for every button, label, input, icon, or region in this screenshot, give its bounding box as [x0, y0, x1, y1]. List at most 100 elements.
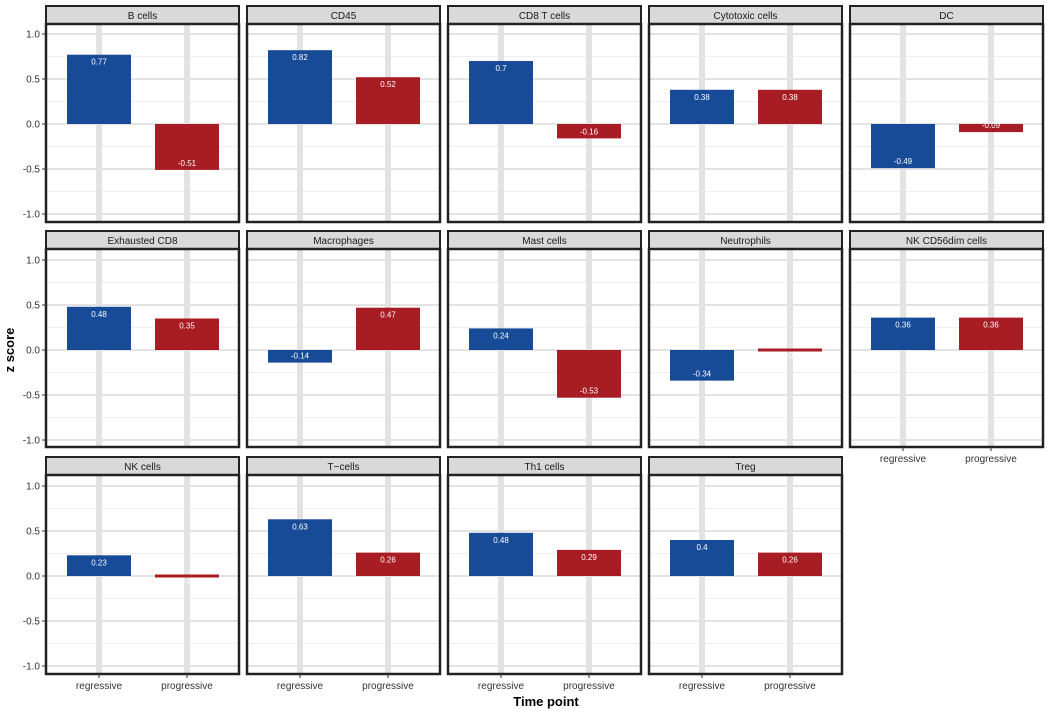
panel-border	[44, 473, 241, 676]
facet-title: B cells	[128, 11, 157, 22]
bar-regressive	[67, 555, 131, 576]
bar-progressive	[758, 552, 822, 576]
bar-value-label: -0.51	[178, 159, 197, 168]
x-tick-label: progressive	[563, 681, 615, 692]
x-axis-title: Time point	[513, 694, 579, 709]
x-tick-label: regressive	[880, 454, 927, 465]
bar-value-label: 0.26	[782, 556, 798, 565]
bar-value-label: 0.38	[694, 93, 710, 102]
bar-regressive	[871, 317, 935, 350]
bar-regressive	[67, 306, 131, 350]
bar-regressive	[670, 540, 734, 576]
panel-border	[44, 22, 241, 224]
facet-title: Treg	[735, 462, 755, 473]
y-tick-label: 1.0	[26, 482, 40, 493]
bar-progressive	[155, 124, 219, 170]
bar-regressive	[670, 89, 734, 124]
bar-value-label: 0.4	[696, 543, 708, 552]
bar-value-label: 0.52	[380, 80, 396, 89]
bar-progressive	[356, 77, 420, 124]
y-axis-title: z score	[2, 328, 17, 373]
y-tick-label: 0.5	[26, 527, 40, 538]
bar-progressive	[557, 549, 621, 576]
bar-value-label: -0.53	[580, 387, 599, 396]
bar-value-label: -0.34	[693, 370, 712, 379]
bar-progressive	[557, 124, 621, 139]
bar-value-label: 0.26	[380, 556, 396, 565]
bar-regressive	[469, 532, 533, 576]
facet-title: Th1 cells	[524, 462, 564, 473]
panel-border	[848, 22, 1045, 224]
bar-value-label: -0.14	[291, 352, 310, 361]
bar-regressive	[670, 350, 734, 381]
bar-progressive	[155, 318, 219, 350]
y-tick-label: -1.0	[23, 662, 41, 673]
facet-title: NK cells	[124, 462, 161, 473]
bar-value-label: 0.36	[895, 321, 911, 330]
bar-regressive	[268, 350, 332, 363]
x-tick-label: regressive	[277, 681, 324, 692]
facet-title: CD45	[331, 11, 357, 22]
panel-border	[647, 247, 844, 449]
facet-title: CD8 T cells	[519, 11, 570, 22]
panel-border	[446, 247, 643, 449]
bar-value-label: -0.16	[580, 127, 599, 136]
panel-border	[848, 247, 1045, 449]
panel-border	[647, 473, 844, 676]
bar-progressive	[758, 89, 822, 124]
facet-title: Exhausted CD8	[107, 236, 177, 247]
y-tick-label: 0.0	[26, 120, 40, 131]
bar-progressive	[356, 552, 420, 576]
bar-progressive	[959, 317, 1023, 350]
bar-value-label: 0.23	[91, 558, 107, 567]
x-tick-label: regressive	[478, 681, 525, 692]
bar-progressive	[758, 348, 822, 352]
panel-border	[245, 247, 442, 449]
x-tick-label: regressive	[679, 681, 726, 692]
panel-border	[647, 22, 844, 224]
bar-progressive	[155, 574, 219, 578]
panel-border	[446, 473, 643, 676]
y-tick-label: -0.5	[23, 165, 41, 176]
y-tick-label: 0.5	[26, 75, 40, 86]
bar-value-label: 0.82	[292, 53, 308, 62]
y-tick-label: -0.5	[23, 617, 41, 628]
facet-title: Neutrophils	[720, 236, 771, 247]
bar-value-label: 0.29	[581, 553, 597, 562]
bar-value-label: 0.77	[91, 58, 107, 67]
bar-value-label: 0.63	[292, 522, 308, 531]
bar-value-label: 0.38	[782, 93, 798, 102]
x-tick-label: progressive	[161, 681, 213, 692]
facet-title: T−cells	[328, 462, 360, 473]
panel-border	[245, 473, 442, 676]
y-tick-label: 1.0	[26, 256, 40, 267]
panel-border	[245, 22, 442, 224]
y-tick-label: 0.0	[26, 572, 40, 583]
bar-value-label: 0.35	[179, 322, 195, 331]
panel-border	[44, 247, 241, 449]
bar-value-label: 0.47	[380, 311, 396, 320]
bar-value-label: -0.09	[982, 121, 1001, 130]
facet-title: Macrophages	[313, 236, 374, 247]
bar-value-label: 0.24	[493, 331, 509, 340]
y-tick-label: -1.0	[23, 436, 41, 447]
bar-regressive	[871, 124, 935, 169]
bar-value-label: -0.49	[894, 157, 913, 166]
bar-value-label: 0.48	[493, 536, 509, 545]
bar-regressive	[469, 328, 533, 350]
bar-value-label: 0.48	[91, 310, 107, 319]
x-tick-label: progressive	[362, 681, 414, 692]
facet-title: Mast cells	[522, 236, 566, 247]
y-tick-label: 0.5	[26, 301, 40, 312]
facet-title: NK CD56dim cells	[906, 236, 987, 247]
bar-regressive	[268, 519, 332, 576]
bar-value-label: -0.01	[178, 577, 197, 586]
bar-regressive	[268, 50, 332, 125]
bar-regressive	[67, 54, 131, 125]
bar-progressive	[356, 307, 420, 350]
bar-value-label: 0.36	[983, 321, 999, 330]
panel-border	[446, 22, 643, 224]
x-tick-label: progressive	[965, 454, 1017, 465]
